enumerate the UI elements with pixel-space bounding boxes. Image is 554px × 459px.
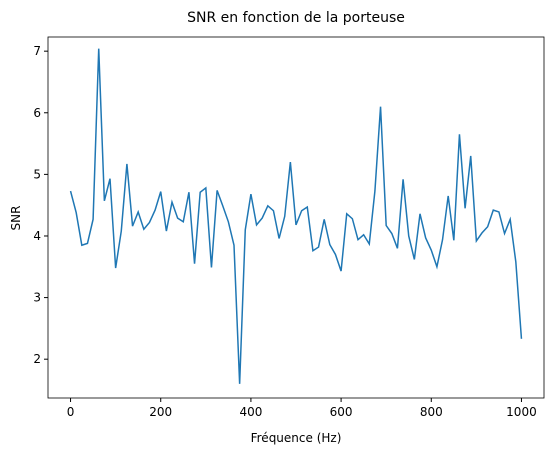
x-tick-label: 800 bbox=[420, 405, 443, 419]
y-tick-label: 3 bbox=[33, 291, 41, 305]
x-tick-label: 1000 bbox=[506, 405, 537, 419]
plot-frame bbox=[47, 36, 545, 399]
y-tick-label: 7 bbox=[33, 44, 41, 58]
x-tick-label: 600 bbox=[330, 405, 353, 419]
x-tick-label: 400 bbox=[239, 405, 262, 419]
y-tick-label: 5 bbox=[33, 167, 41, 181]
x-tick-label: 200 bbox=[149, 405, 172, 419]
line bbox=[69, 48, 523, 384]
x-axis-label: Fréquence (Hz) bbox=[251, 431, 342, 445]
y-tick-label: 6 bbox=[33, 106, 41, 120]
chart-title: SNR en fonction de la porteuse bbox=[187, 10, 405, 26]
y-tick-label: 4 bbox=[33, 229, 41, 243]
y-tick-label: 2 bbox=[33, 352, 41, 366]
x-tick-label: 0 bbox=[67, 405, 75, 419]
y-axis-label: SNR bbox=[9, 206, 23, 231]
